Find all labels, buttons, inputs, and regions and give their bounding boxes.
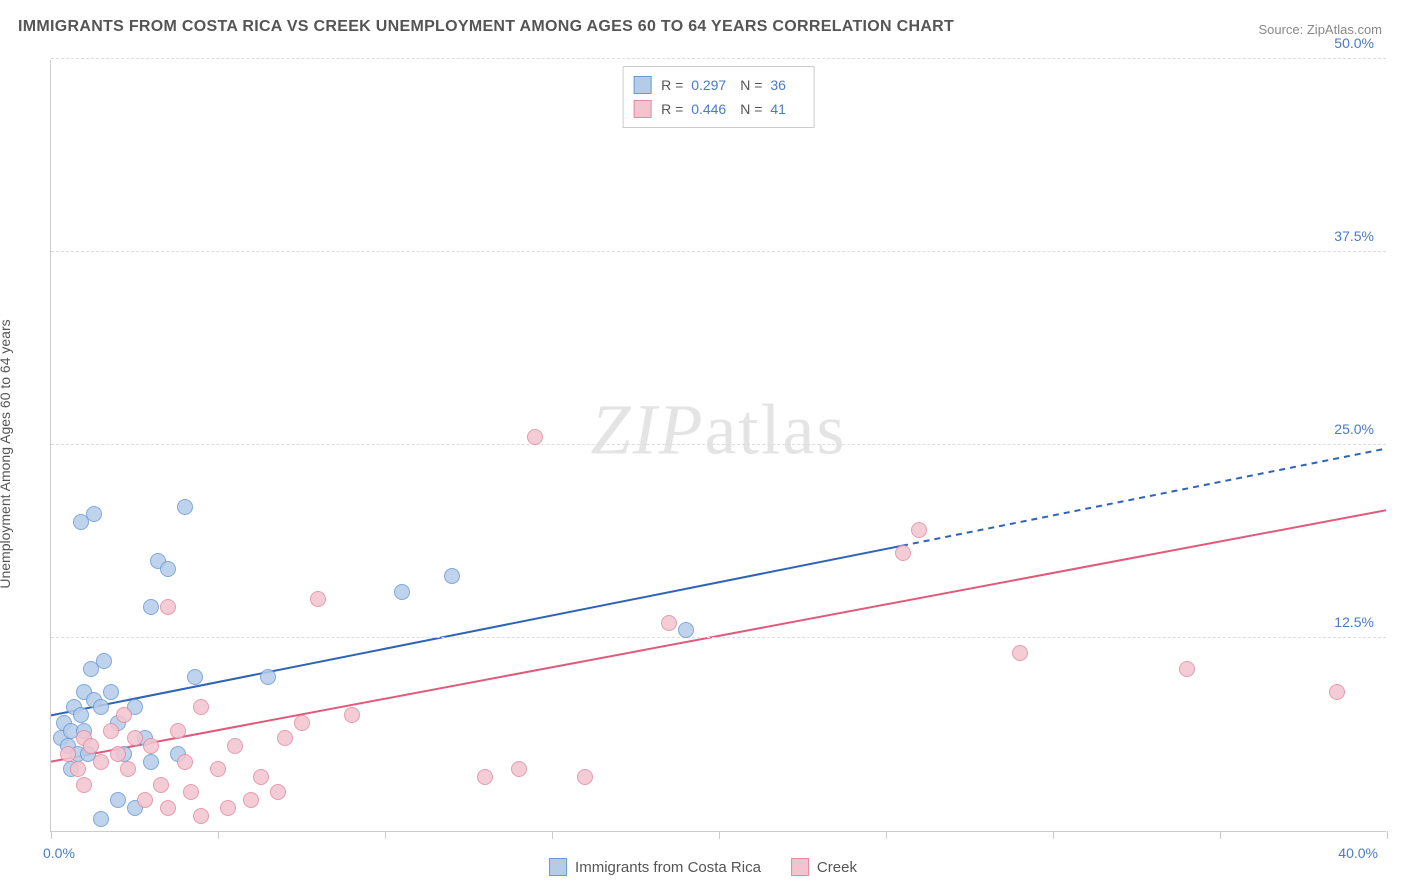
trend-line-dashed-costa_rica (902, 449, 1386, 546)
scatter-point-creek (294, 715, 310, 731)
chart-title: IMMIGRANTS FROM COSTA RICA VS CREEK UNEM… (18, 18, 954, 36)
scatter-point-creek (253, 769, 269, 785)
y-tick-label: 12.5% (1334, 614, 1374, 630)
y-tick-label: 37.5% (1334, 228, 1374, 244)
watermark: ZIPatlas (591, 389, 847, 472)
scatter-point-creek (1329, 684, 1345, 700)
legend-item-costa_rica: Immigrants from Costa Rica (549, 858, 761, 876)
y-axis-label: Unemployment Among Ages 60 to 64 years (0, 319, 13, 588)
x-tick (51, 831, 52, 839)
scatter-point-creek (911, 522, 927, 538)
scatter-point-costa_rica (160, 561, 176, 577)
y-tick-label: 25.0% (1334, 421, 1374, 437)
scatter-point-costa_rica (260, 669, 276, 685)
gridline (51, 58, 1386, 59)
scatter-point-creek (227, 738, 243, 754)
scatter-point-costa_rica (678, 622, 694, 638)
scatter-point-creek (1012, 645, 1028, 661)
scatter-point-creek (1179, 661, 1195, 677)
scatter-point-creek (127, 730, 143, 746)
legend-swatch-costa_rica (633, 76, 651, 94)
scatter-point-creek (60, 746, 76, 762)
scatter-point-costa_rica (394, 584, 410, 600)
scatter-point-costa_rica (187, 669, 203, 685)
scatter-point-creek (511, 761, 527, 777)
scatter-point-costa_rica (96, 653, 112, 669)
scatter-point-creek (160, 800, 176, 816)
trend-lines-layer (51, 60, 1386, 831)
scatter-point-creek (661, 615, 677, 631)
scatter-point-creek (210, 761, 226, 777)
scatter-point-costa_rica (73, 707, 89, 723)
series-legend: Immigrants from Costa Rica Creek (549, 858, 857, 876)
scatter-point-creek (160, 599, 176, 615)
x-tick (552, 831, 553, 839)
scatter-point-creek (477, 769, 493, 785)
y-tick-label: 50.0% (1334, 35, 1374, 51)
stats-legend: R = 0.297N = 36R = 0.446N = 41 (622, 66, 815, 128)
scatter-point-costa_rica (103, 684, 119, 700)
scatter-point-creek (243, 792, 259, 808)
scatter-point-creek (270, 784, 286, 800)
scatter-point-creek (153, 777, 169, 793)
legend-label: Creek (817, 859, 857, 876)
scatter-point-costa_rica (177, 499, 193, 515)
scatter-point-costa_rica (93, 699, 109, 715)
scatter-point-creek (83, 738, 99, 754)
scatter-point-creek (193, 699, 209, 715)
scatter-point-creek (277, 730, 293, 746)
scatter-point-costa_rica (143, 754, 159, 770)
x-origin-label: 0.0% (43, 845, 75, 861)
legend-swatch-costa_rica (549, 858, 567, 876)
plot-area: ZIPatlas R = 0.297N = 36R = 0.446N = 41 … (50, 60, 1386, 832)
scatter-point-creek (70, 761, 86, 777)
x-tick (1053, 831, 1054, 839)
x-tick (218, 831, 219, 839)
scatter-point-creek (137, 792, 153, 808)
scatter-point-creek (143, 738, 159, 754)
scatter-point-creek (220, 800, 236, 816)
scatter-point-creek (120, 761, 136, 777)
legend-swatch-creek (633, 100, 651, 118)
scatter-point-costa_rica (93, 811, 109, 827)
scatter-point-costa_rica (86, 506, 102, 522)
scatter-point-creek (895, 545, 911, 561)
trend-line-costa_rica (51, 546, 902, 716)
gridline (51, 251, 1386, 252)
scatter-point-creek (116, 707, 132, 723)
gridline (51, 444, 1386, 445)
scatter-point-creek (344, 707, 360, 723)
scatter-point-creek (76, 777, 92, 793)
legend-label: Immigrants from Costa Rica (575, 859, 761, 876)
scatter-point-creek (527, 429, 543, 445)
scatter-point-creek (93, 754, 109, 770)
scatter-point-costa_rica (143, 599, 159, 615)
x-tick (719, 831, 720, 839)
gridline (51, 637, 1386, 638)
scatter-point-creek (310, 591, 326, 607)
scatter-point-costa_rica (444, 568, 460, 584)
stats-legend-row-creek: R = 0.446N = 41 (633, 97, 800, 121)
scatter-point-creek (170, 723, 186, 739)
trend-line-creek (51, 510, 1386, 761)
x-tick (1220, 831, 1221, 839)
scatter-point-creek (103, 723, 119, 739)
scatter-point-costa_rica (110, 792, 126, 808)
legend-swatch-creek (791, 858, 809, 876)
stats-legend-row-costa_rica: R = 0.297N = 36 (633, 73, 800, 97)
scatter-point-creek (183, 784, 199, 800)
scatter-point-creek (110, 746, 126, 762)
x-tick (886, 831, 887, 839)
scatter-point-creek (193, 808, 209, 824)
x-max-label: 40.0% (1338, 845, 1378, 861)
legend-item-creek: Creek (791, 858, 857, 876)
x-tick (385, 831, 386, 839)
x-tick (1387, 831, 1388, 839)
scatter-point-creek (177, 754, 193, 770)
scatter-point-creek (577, 769, 593, 785)
